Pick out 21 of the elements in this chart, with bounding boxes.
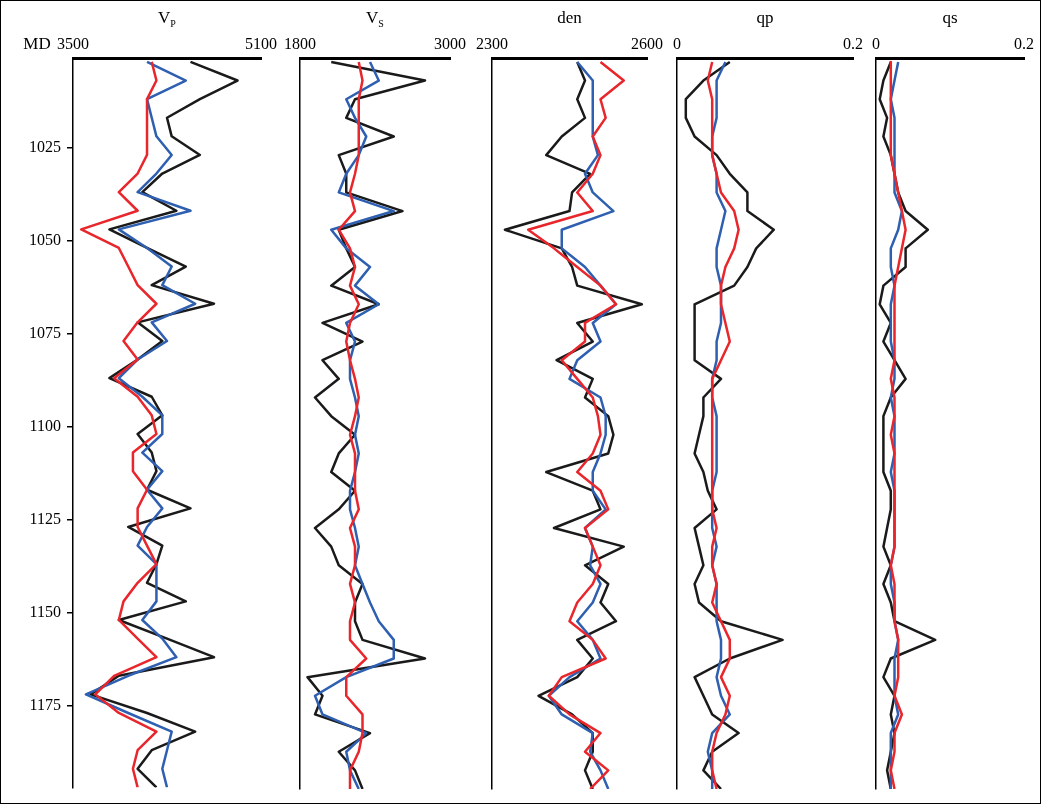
y-tick-label: 1075 xyxy=(29,323,61,341)
chart-title: qs xyxy=(942,8,958,27)
y-tick-label: 1150 xyxy=(29,602,61,620)
chart-title: den xyxy=(557,8,583,27)
y-axis-title: MD xyxy=(23,34,51,53)
y-tick-label: 1175 xyxy=(29,695,61,713)
x-tick-label: 2600 xyxy=(631,34,664,52)
x-tick-label: 0 xyxy=(672,34,681,52)
chart-title: qp xyxy=(756,8,774,27)
y-tick-label: 1025 xyxy=(29,137,61,155)
x-tick-label: 3000 xyxy=(434,34,467,52)
y-tick-label: 1050 xyxy=(29,230,61,248)
x-tick-label: 0 xyxy=(872,34,881,52)
y-tick-label: 1100 xyxy=(29,416,61,434)
x-tick-label: 2300 xyxy=(476,34,509,52)
x-tick-label: 0.2 xyxy=(1014,34,1035,52)
x-tick-label: 3500 xyxy=(57,34,89,52)
x-tick-label: 0.2 xyxy=(842,34,863,52)
x-tick-label: 1800 xyxy=(284,34,317,52)
y-tick-label: 1125 xyxy=(29,509,61,527)
x-tick-label: 5100 xyxy=(245,34,277,52)
